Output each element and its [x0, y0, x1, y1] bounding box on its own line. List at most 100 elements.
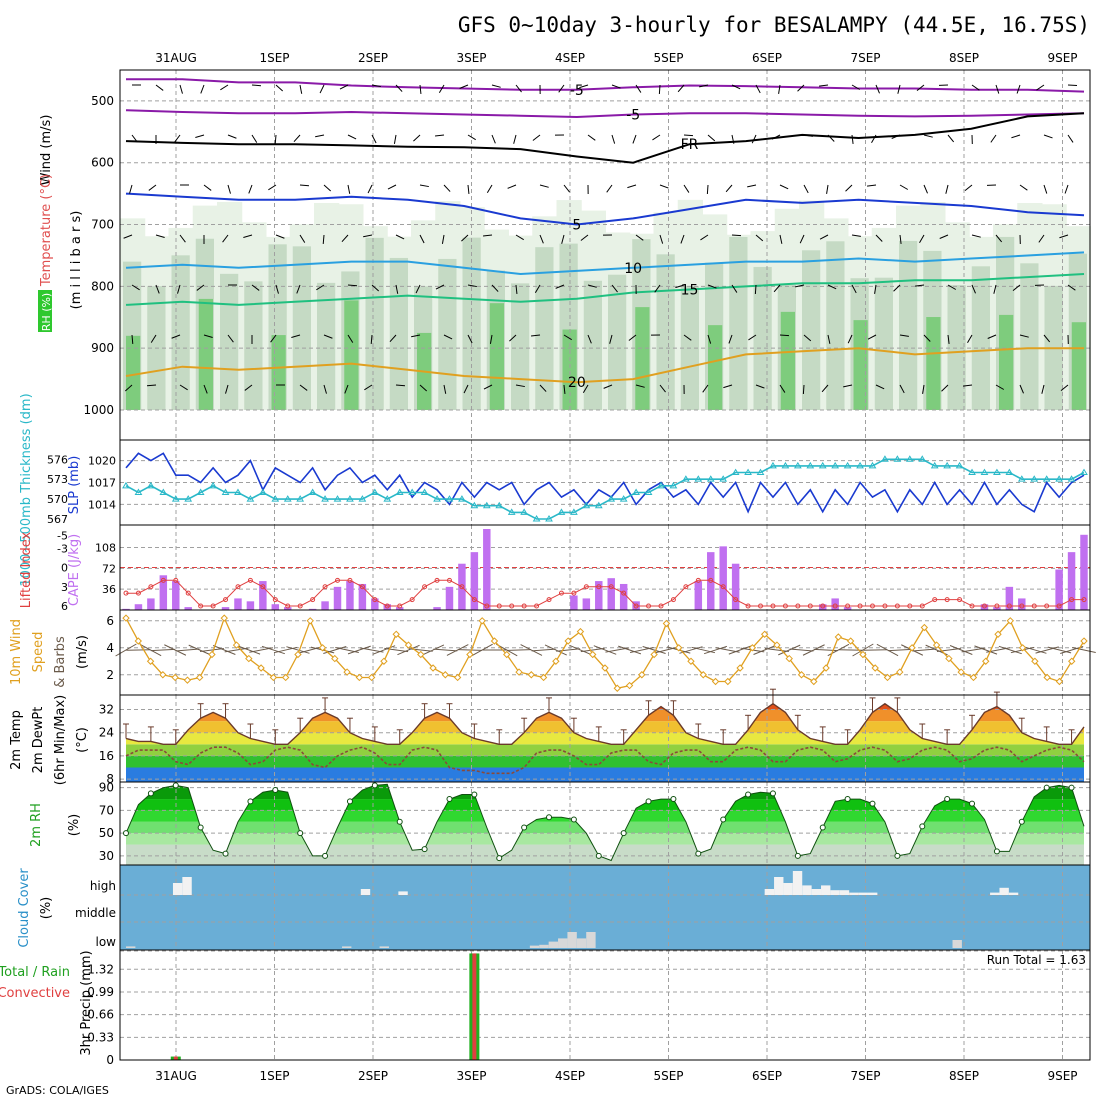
wind-barb	[323, 384, 327, 394]
wind-barb	[819, 84, 829, 87]
wind10-point	[773, 641, 781, 649]
li-point	[285, 603, 291, 609]
li-point	[981, 603, 987, 609]
wind-barb	[751, 134, 757, 144]
rh-band-high	[926, 317, 941, 410]
thickness-point	[333, 495, 342, 502]
wind-barb	[851, 284, 857, 294]
wind-barb	[875, 384, 885, 390]
wind10-point	[220, 614, 228, 622]
pressure-tick: 900	[91, 341, 114, 355]
wind-barb	[731, 234, 742, 237]
thickness-point	[905, 455, 914, 462]
high-cloud-bar	[821, 885, 831, 895]
temp-band	[126, 767, 1084, 782]
wind-barb	[203, 384, 208, 394]
li-point	[621, 590, 627, 596]
temp-tick: 16	[99, 749, 114, 763]
li-point	[359, 584, 365, 590]
thickness-point	[433, 495, 441, 502]
li-tick: 3	[61, 581, 68, 594]
slp-line	[125, 452, 1085, 514]
wind-barb	[1019, 334, 1029, 338]
high-cloud-bar	[990, 892, 1000, 895]
wind-barb	[467, 184, 470, 195]
wind-barb	[1067, 134, 1074, 143]
rh-point	[944, 796, 951, 803]
top-day-label: 3SEP	[456, 51, 486, 65]
wind-barb	[443, 384, 447, 394]
li-point	[372, 597, 378, 603]
wind-barb	[587, 284, 597, 288]
wind-barb	[131, 334, 134, 345]
thickness-point	[943, 461, 952, 469]
wind-barb	[171, 334, 181, 339]
wind-barb	[419, 234, 425, 244]
wind10-frame	[119, 609, 1091, 696]
wind10-point	[883, 673, 892, 682]
wind10-point	[318, 644, 327, 652]
temp-axis-label-1: 2m Temp	[9, 710, 24, 770]
li-point	[322, 584, 328, 590]
wind10-barb	[764, 648, 789, 652]
li-point	[434, 577, 440, 583]
wind10-point	[380, 657, 388, 665]
rh-band-high	[853, 320, 868, 410]
wind10-barb	[433, 648, 458, 652]
wind10-point	[810, 677, 818, 686]
wind10-point	[503, 650, 511, 659]
li-tick: 6	[61, 600, 68, 613]
wind-barb	[323, 334, 333, 339]
thickness-point	[1017, 475, 1026, 482]
cape-bar	[470, 552, 479, 610]
thickness-point	[221, 488, 230, 495]
high-cloud-bar	[858, 892, 868, 895]
wind-barb	[251, 84, 262, 87]
wind-barb	[867, 184, 877, 187]
wind10-point	[896, 668, 904, 676]
wind-barb	[899, 184, 909, 190]
rh-band-mid	[729, 237, 748, 410]
li-point	[919, 603, 925, 609]
wind-barb	[275, 234, 285, 239]
rh-band-mid	[438, 258, 457, 410]
rh-point	[695, 850, 702, 857]
temp-axis-label-3: (6hr Min/Max)	[53, 695, 68, 785]
thickness-point	[818, 461, 827, 469]
wind-barb	[899, 234, 902, 244]
wind-barb	[563, 334, 572, 341]
precip-tick: 0	[106, 1053, 114, 1067]
top-day-label: 9SEP	[1047, 51, 1077, 65]
rh-point	[794, 852, 801, 859]
thickness-point	[681, 475, 690, 482]
cape-bar	[321, 601, 329, 610]
wind10-point	[846, 637, 855, 645]
wind-barb	[947, 284, 957, 290]
wind-barb	[819, 234, 829, 240]
rh-band-mid	[947, 285, 966, 410]
wind-barb	[371, 284, 380, 292]
rh-band-high	[271, 335, 286, 410]
rh-point	[446, 796, 453, 803]
wind10-point	[490, 637, 499, 645]
li-point	[720, 584, 726, 590]
wind-barb	[897, 84, 901, 94]
wind10-point	[441, 671, 450, 679]
rh-point	[546, 814, 553, 821]
wind-barb	[658, 84, 661, 95]
thickness-point	[395, 488, 404, 495]
thickness-point	[532, 515, 541, 522]
precip-tick: 0.99	[87, 985, 114, 999]
li-point	[583, 584, 589, 590]
thickness-point	[1080, 468, 1088, 476]
rh-point	[421, 846, 428, 853]
li-point	[571, 590, 577, 596]
rh-band	[126, 810, 1084, 822]
thickness-point	[507, 508, 516, 515]
wind-barb	[251, 134, 258, 143]
wind10-point	[1068, 657, 1076, 665]
wind-barb	[539, 384, 547, 392]
wind10-point	[724, 677, 732, 686]
cape-bar	[234, 598, 242, 610]
